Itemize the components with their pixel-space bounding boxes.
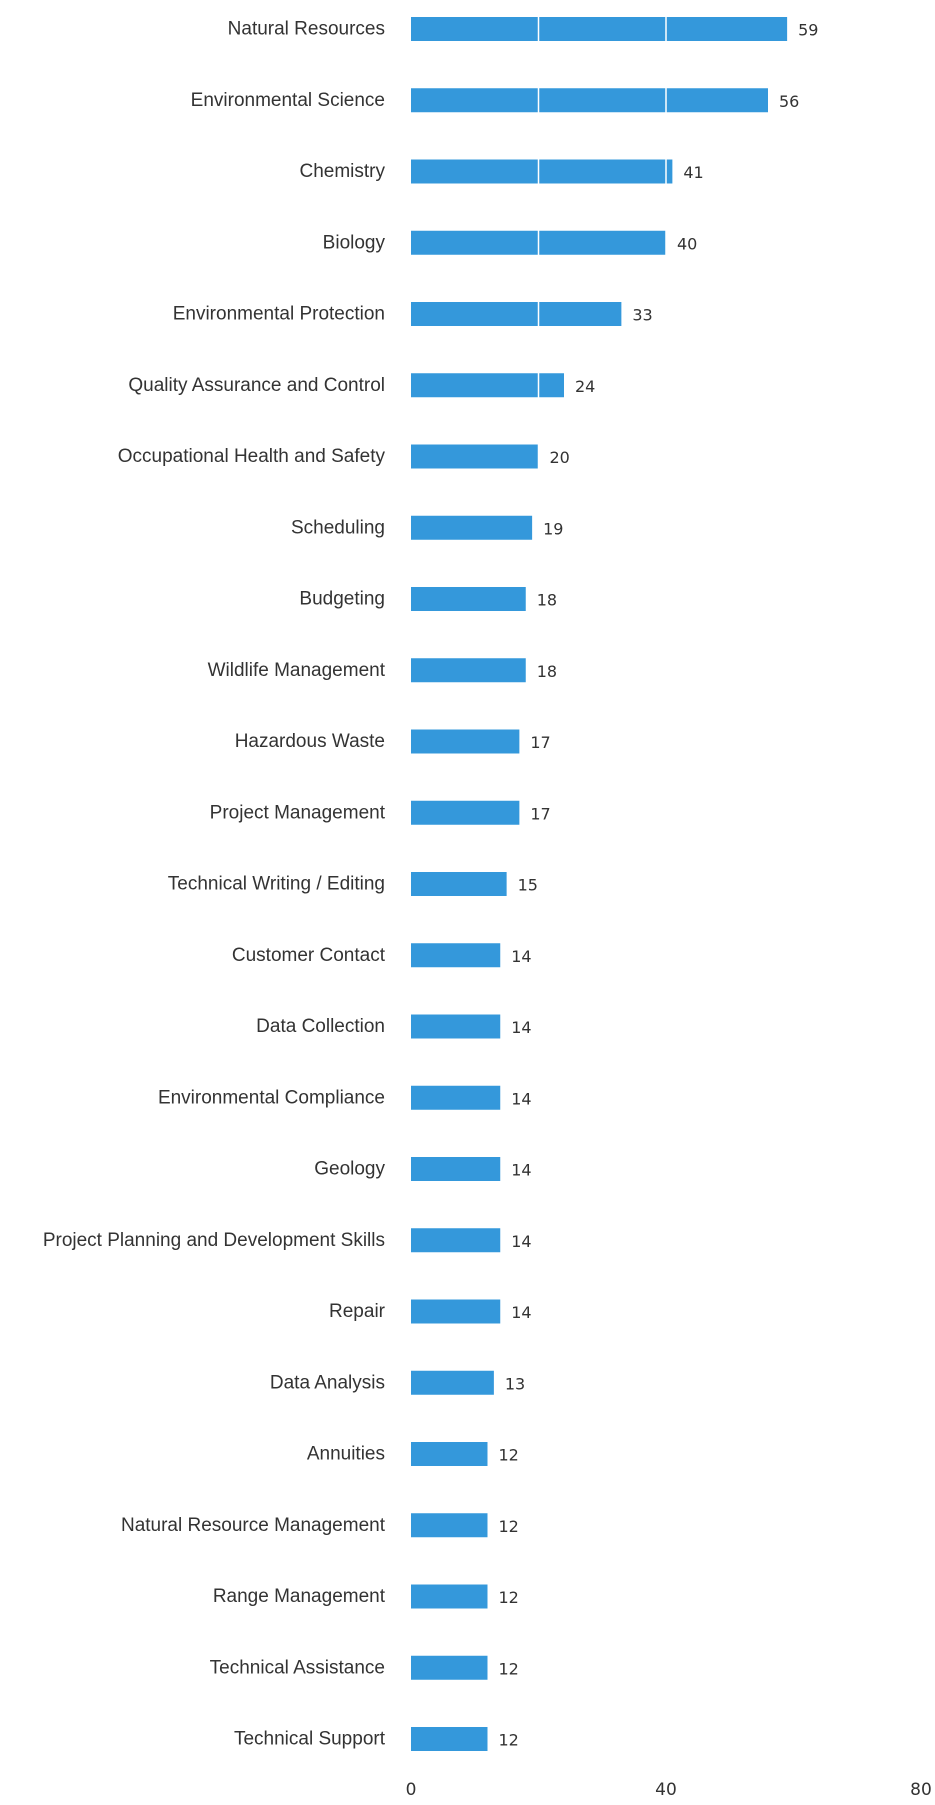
data-label: 18 bbox=[537, 591, 557, 610]
data-label: 14 bbox=[511, 1018, 531, 1037]
bar bbox=[411, 872, 507, 896]
bar bbox=[411, 943, 501, 968]
data-label: 13 bbox=[505, 1374, 525, 1393]
category-label: Technical Assistance bbox=[210, 1657, 385, 1678]
category-label: Geology bbox=[314, 1159, 385, 1180]
bar bbox=[411, 1014, 501, 1039]
bar bbox=[411, 373, 564, 398]
data-label: 40 bbox=[677, 234, 697, 253]
data-label: 18 bbox=[537, 662, 557, 681]
bar bbox=[411, 1370, 494, 1395]
data-label: 12 bbox=[499, 1659, 519, 1678]
category-label: Natural Resource Management bbox=[121, 1515, 386, 1536]
bar bbox=[411, 729, 520, 754]
bar bbox=[411, 587, 526, 611]
category-label: Repair bbox=[329, 1301, 386, 1322]
bar bbox=[411, 1655, 488, 1680]
category-label: Data Analysis bbox=[270, 1372, 385, 1393]
category-label: Environmental Compliance bbox=[158, 1087, 385, 1108]
category-label: Scheduling bbox=[291, 517, 385, 538]
category-label: Environmental Protection bbox=[173, 304, 385, 325]
data-label: 24 bbox=[575, 377, 595, 396]
bar bbox=[411, 444, 539, 469]
category-label: Biology bbox=[323, 232, 386, 253]
bar bbox=[411, 1513, 488, 1538]
bars-layer bbox=[411, 17, 788, 1751]
data-label: 14 bbox=[511, 1232, 531, 1251]
data-label: 12 bbox=[499, 1517, 519, 1536]
bar bbox=[411, 1228, 501, 1253]
category-label: Occupational Health and Safety bbox=[118, 446, 386, 467]
data-label: 14 bbox=[511, 1089, 531, 1108]
category-label: Customer Contact bbox=[232, 945, 386, 966]
data-label: 17 bbox=[530, 733, 550, 752]
data-label: 14 bbox=[511, 1303, 531, 1322]
bar bbox=[411, 88, 768, 113]
bar bbox=[411, 658, 526, 683]
category-label: Hazardous Waste bbox=[235, 731, 385, 752]
category-label: Project Management bbox=[210, 802, 386, 823]
category-label: Natural Resources bbox=[228, 19, 385, 40]
category-label: Budgeting bbox=[299, 589, 385, 610]
data-label: 41 bbox=[683, 163, 703, 182]
bar bbox=[411, 17, 788, 41]
data-label: 12 bbox=[499, 1446, 519, 1465]
category-label: Data Collection bbox=[256, 1016, 385, 1037]
category-label: Quality Assurance and Control bbox=[128, 375, 385, 396]
bar bbox=[411, 302, 622, 326]
x-axis: 0 40 80 bbox=[406, 1780, 932, 1800]
bar bbox=[411, 800, 520, 825]
x-tick-label: 80 bbox=[910, 1780, 932, 1800]
labels-layer: Natural Resources 59 Environmental Science… bbox=[43, 19, 819, 1750]
data-label: 17 bbox=[530, 804, 550, 823]
data-label: 20 bbox=[550, 448, 570, 467]
category-label: Annuities bbox=[307, 1444, 385, 1465]
data-label: 14 bbox=[511, 947, 531, 966]
data-label: 12 bbox=[499, 1588, 519, 1607]
data-label: 12 bbox=[499, 1731, 519, 1750]
bar bbox=[411, 1584, 488, 1609]
x-tick-label: 0 bbox=[406, 1780, 417, 1800]
bar bbox=[411, 515, 533, 540]
x-tick-label: 40 bbox=[655, 1780, 677, 1800]
category-label: Technical Support bbox=[234, 1729, 386, 1750]
bar bbox=[411, 1299, 501, 1324]
bar bbox=[411, 159, 673, 184]
bar bbox=[411, 1085, 501, 1110]
data-label: 14 bbox=[511, 1161, 531, 1180]
data-label: 59 bbox=[798, 21, 818, 40]
category-label: Wildlife Management bbox=[208, 660, 386, 681]
data-label: 19 bbox=[543, 519, 563, 538]
category-label: Technical Writing / Editing bbox=[168, 874, 385, 895]
category-label: Environmental Science bbox=[191, 90, 385, 111]
bar bbox=[411, 1157, 501, 1181]
data-label: 15 bbox=[518, 876, 538, 895]
data-label: 56 bbox=[779, 92, 799, 111]
category-label: Project Planning and Development Skills bbox=[43, 1230, 385, 1251]
category-label: Range Management bbox=[213, 1586, 386, 1607]
data-label: 33 bbox=[632, 306, 652, 325]
gridlines bbox=[537, 0, 667, 1760]
bar bbox=[411, 1727, 488, 1751]
bar bbox=[411, 1442, 488, 1466]
category-label: Chemistry bbox=[299, 161, 385, 182]
